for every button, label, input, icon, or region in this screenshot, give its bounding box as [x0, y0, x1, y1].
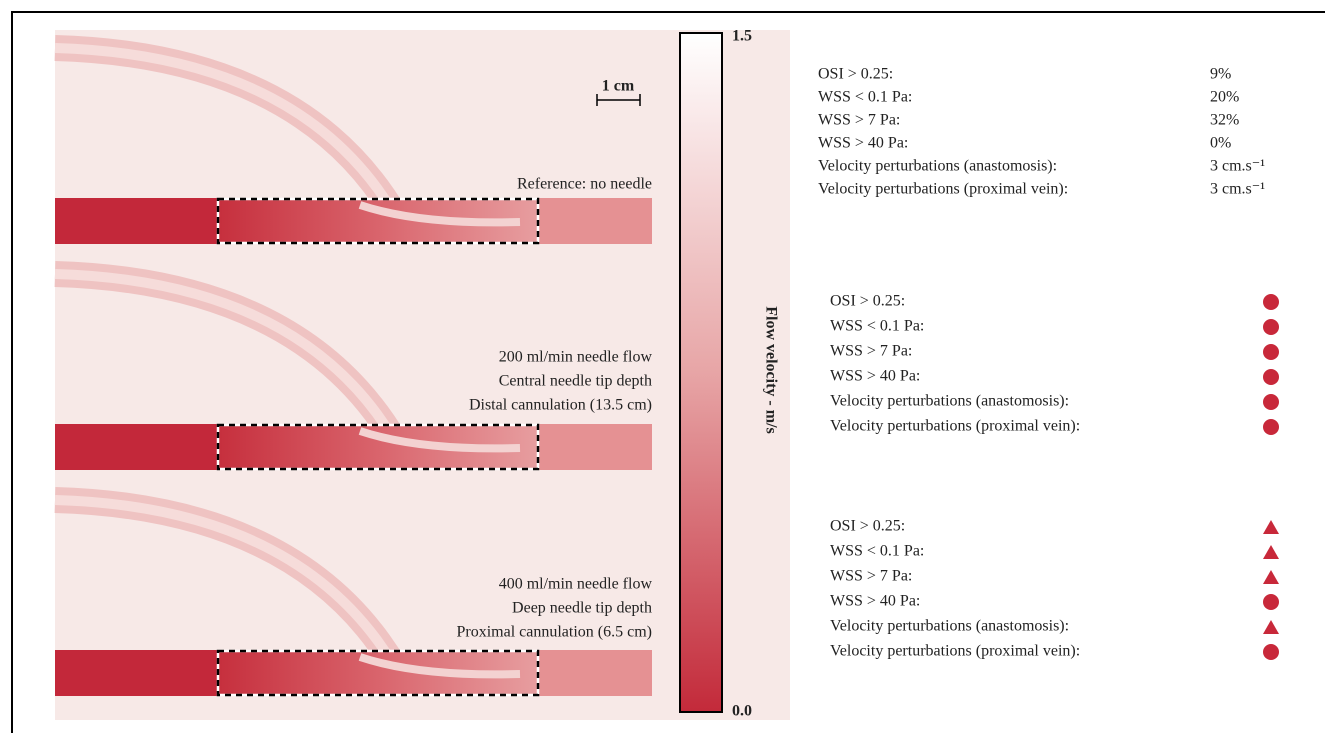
metric-name: WSS < 0.1 Pa: — [818, 89, 912, 106]
metric-name: Velocity perturbations (proximal vein): — [830, 643, 1080, 660]
metric-name: OSI > 0.25: — [818, 66, 893, 83]
metric-value: 3 cm.s⁻¹ — [1210, 181, 1265, 198]
metric-value: 0% — [1210, 135, 1231, 152]
marker-triangle — [1263, 545, 1279, 559]
metric-name: OSI > 0.25: — [830, 293, 905, 310]
marker-circle — [1263, 344, 1279, 360]
metric-name: WSS < 0.1 Pa: — [830, 543, 924, 560]
vein-distal — [55, 424, 217, 470]
panel-label: Central needle tip depth — [499, 373, 652, 390]
panel-label: Reference: no needle — [517, 176, 652, 193]
scale-bar-label: 1 cm — [602, 78, 635, 95]
figure: 1.5 0.0 Flow velocity - m/s 1 cm Referen… — [0, 0, 1325, 733]
colorbar-min: 0.0 — [732, 703, 752, 720]
marker-triangle — [1263, 570, 1279, 584]
marker-circle — [1263, 294, 1279, 310]
marker-circle — [1263, 394, 1279, 410]
metric-name: Velocity perturbations (anastomosis): — [830, 393, 1069, 410]
marker-circle — [1263, 594, 1279, 610]
vein-distal — [55, 198, 217, 244]
panel-label: Proximal cannulation (6.5 cm) — [456, 624, 652, 641]
marker-triangle — [1263, 520, 1279, 534]
metric-value: 20% — [1210, 89, 1239, 106]
metric-name: OSI > 0.25: — [830, 518, 905, 535]
colorbar — [680, 33, 722, 712]
colorbar-max: 1.5 — [732, 28, 752, 45]
vein-proximal — [539, 650, 652, 696]
panel-label: 400 ml/min needle flow — [499, 576, 653, 593]
metric-name: Velocity perturbations (proximal vein): — [818, 181, 1068, 198]
metric-name: WSS > 7 Pa: — [830, 568, 912, 585]
vein-distal — [55, 650, 217, 696]
vein-proximal — [539, 424, 652, 470]
panel-label: 200 ml/min needle flow — [499, 349, 653, 366]
metric-name: WSS > 40 Pa: — [818, 135, 908, 152]
metric-value: 3 cm.s⁻¹ — [1210, 158, 1265, 175]
metric-name: WSS > 40 Pa: — [830, 368, 920, 385]
metric-name: Velocity perturbations (anastomosis): — [830, 618, 1069, 635]
marker-circle — [1263, 369, 1279, 385]
metric-name: WSS > 7 Pa: — [818, 112, 900, 129]
metric-name: WSS > 40 Pa: — [830, 593, 920, 610]
metric-name: WSS < 0.1 Pa: — [830, 318, 924, 335]
metric-name: WSS > 7 Pa: — [830, 343, 912, 360]
marker-circle — [1263, 419, 1279, 435]
vein-proximal — [539, 198, 652, 244]
marker-circle — [1263, 319, 1279, 335]
metric-name: Velocity perturbations (anastomosis): — [818, 158, 1057, 175]
marker-circle — [1263, 644, 1279, 660]
metric-value: 9% — [1210, 66, 1231, 83]
metric-name: Velocity perturbations (proximal vein): — [830, 418, 1080, 435]
panel-label: Deep needle tip depth — [512, 600, 652, 617]
panel-label: Distal cannulation (13.5 cm) — [469, 397, 652, 414]
colorbar-title: Flow velocity - m/s — [762, 306, 779, 434]
marker-triangle — [1263, 620, 1279, 634]
metric-value: 32% — [1210, 112, 1239, 129]
